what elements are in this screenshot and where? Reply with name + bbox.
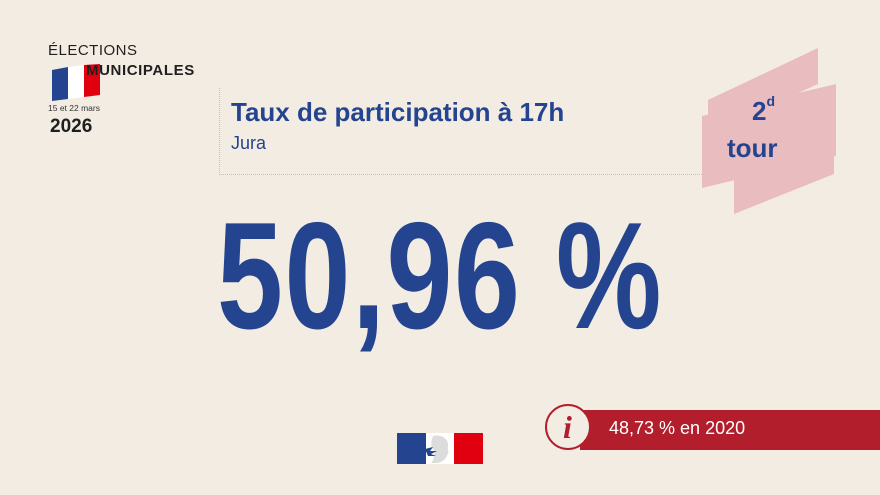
brand-dates: 15 et 22 mars — [48, 103, 100, 113]
tour-superscript: d — [766, 93, 776, 110]
tour-badge-shape — [702, 48, 836, 214]
heading-box: Taux de participation à 17h Jura — [219, 88, 706, 175]
brand-year: 2026 — [50, 116, 93, 137]
previous-rate-text: 48,73 % en 2020 — [609, 418, 746, 438]
department-label: Jura — [231, 133, 267, 153]
info-bar — [580, 410, 880, 450]
info-icon: i — [545, 404, 591, 450]
brand-municipales-label: MUNICIPALES — [86, 62, 195, 79]
tour-word: tour — [727, 133, 778, 163]
french-flag-icon — [52, 64, 100, 101]
elections-brand: ÉLECTIONS MUNICIPALES 15 et 22 mars 2026 — [48, 42, 218, 142]
brand-elections-label: ÉLECTIONS — [48, 42, 138, 59]
republique-francaise-logo — [397, 433, 483, 464]
tour-number: 2d — [752, 93, 776, 126]
page-title: Taux de participation à 17h — [231, 97, 565, 127]
participation-rate-value: 50,96 % — [217, 191, 663, 361]
